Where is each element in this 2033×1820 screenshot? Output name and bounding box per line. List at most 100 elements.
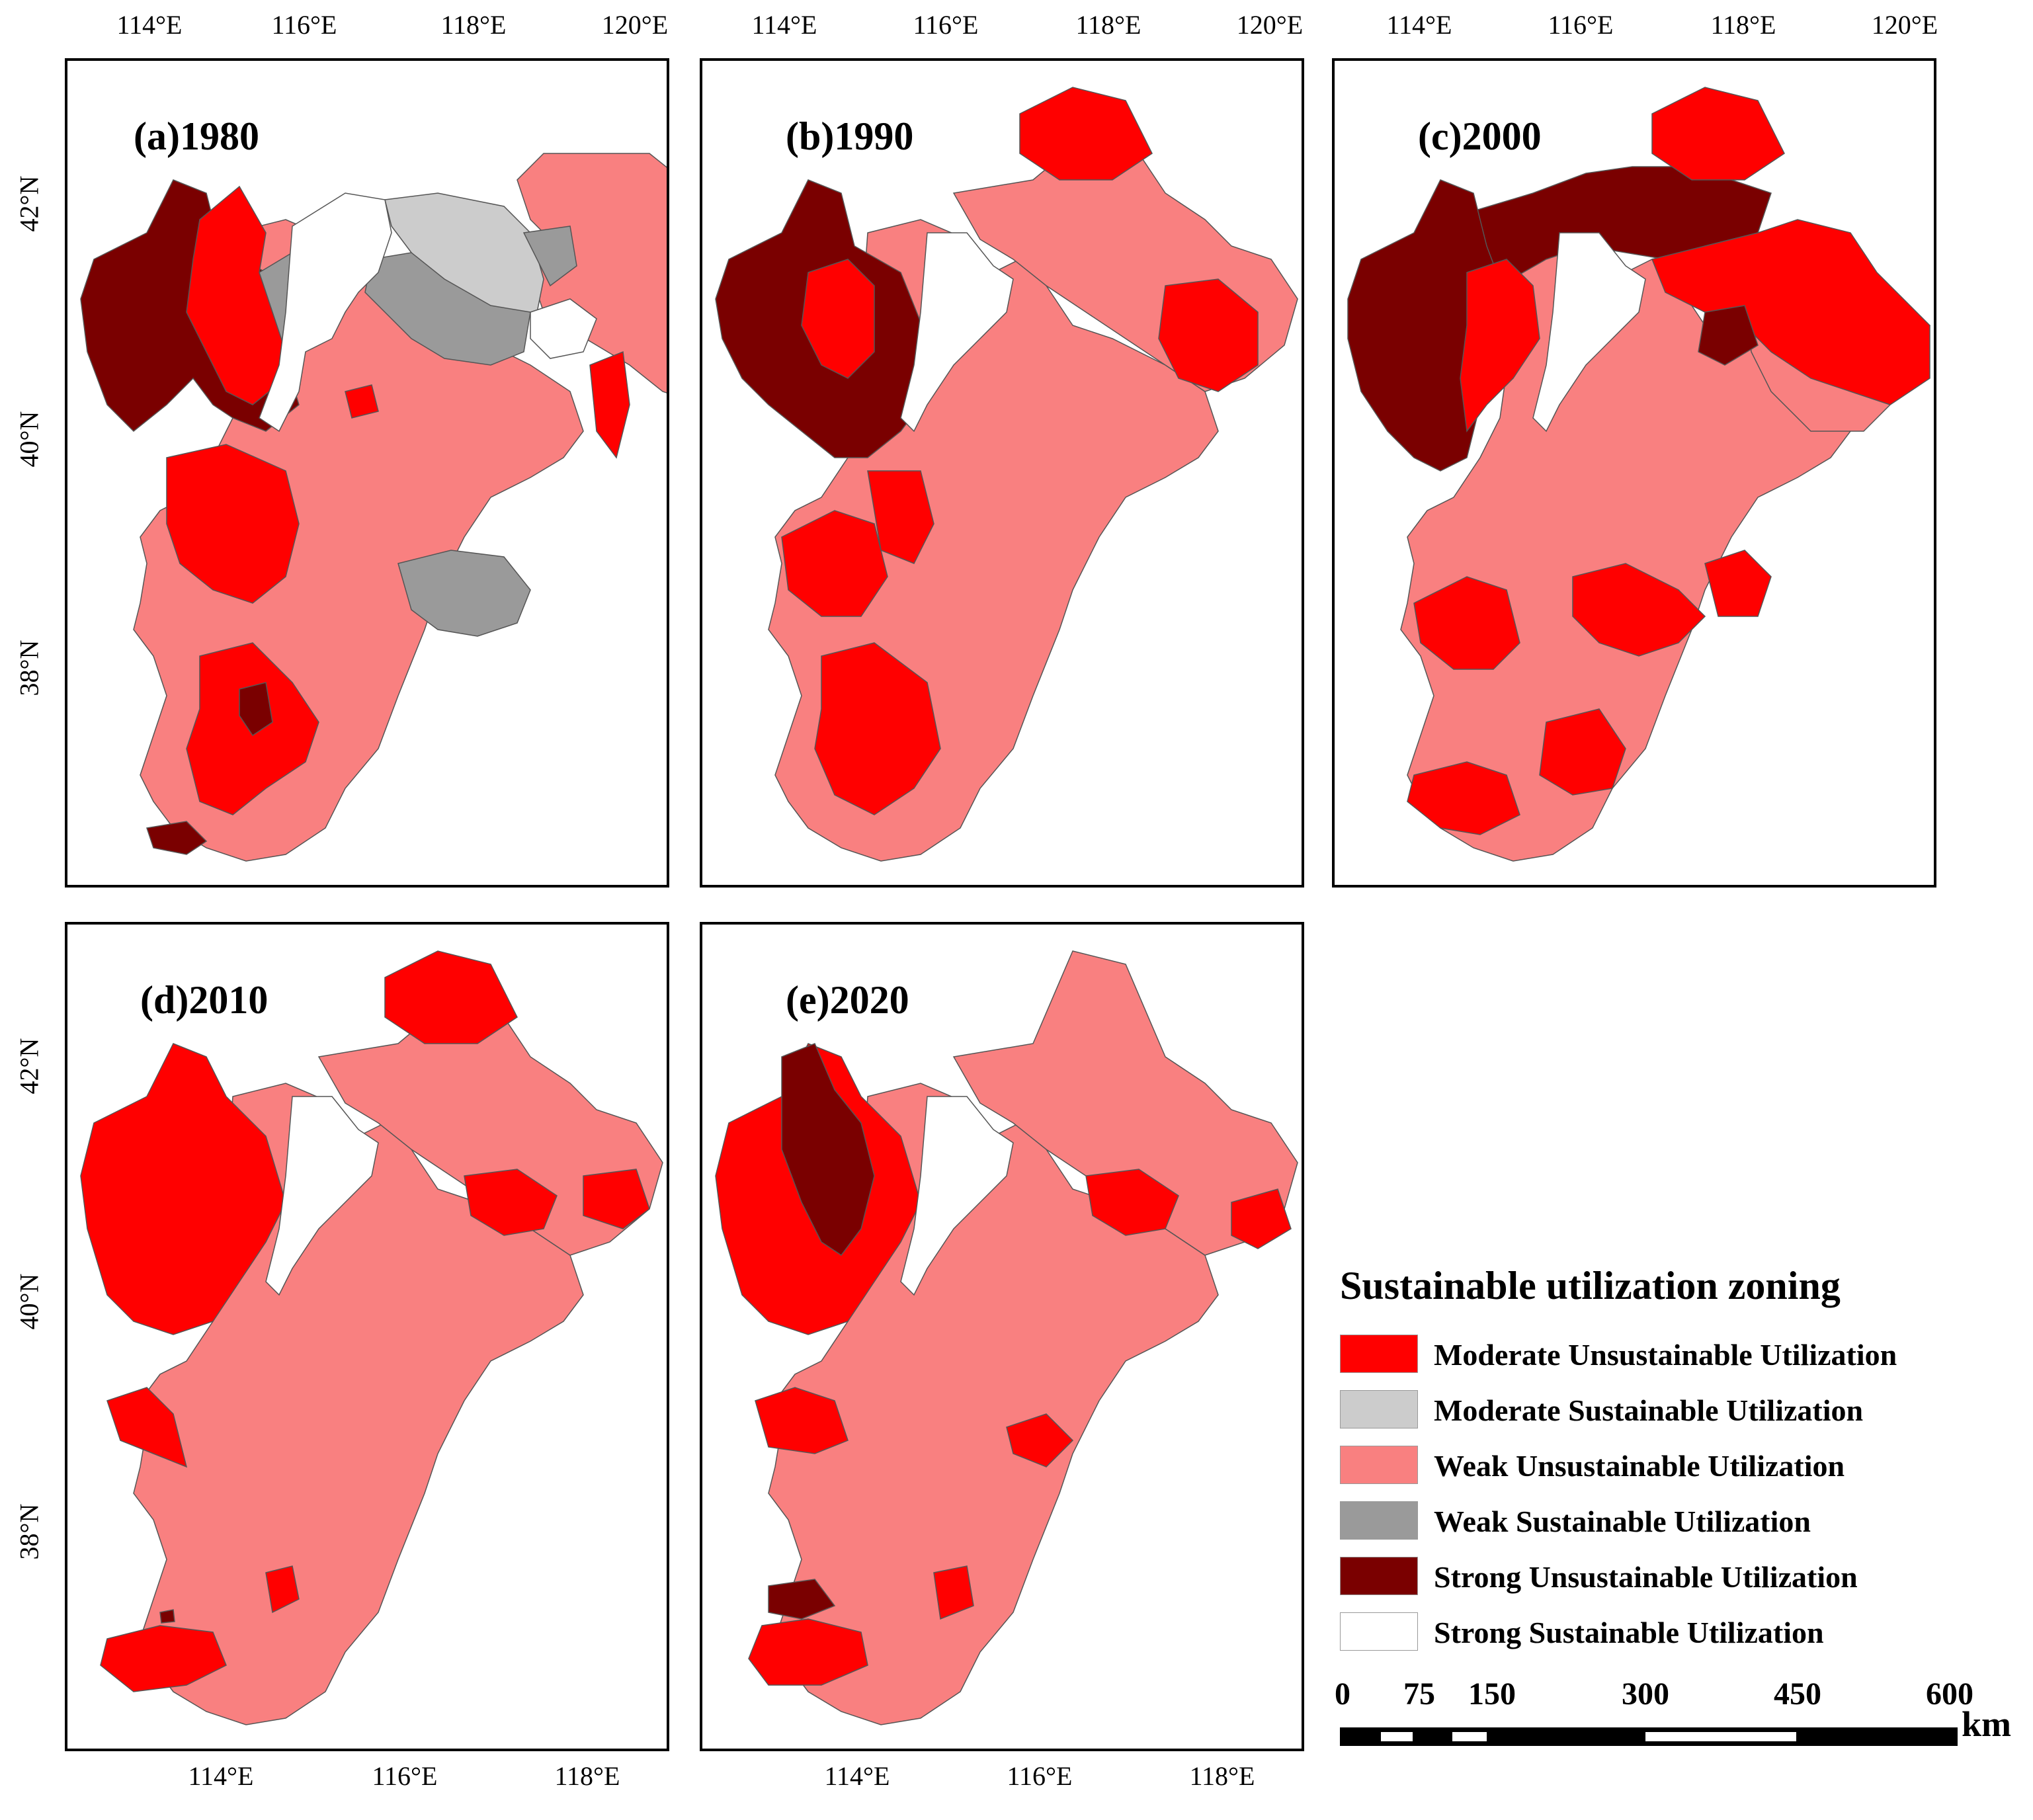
lon-tick-e-1: 116°E [1007, 1761, 1073, 1791]
region-strong-south-2 [146, 821, 208, 855]
panel-label-1990: (b)1990 [786, 114, 914, 158]
lon-tick-a-0: 114°E [116, 10, 183, 40]
region-mod-unsust-east [589, 351, 630, 459]
legend-label: Moderate Sustainable Utilization [1434, 1393, 1864, 1427]
lon-tick-a-1: 116°E [271, 10, 337, 40]
panel-label-2000: (c)2000 [1418, 114, 1542, 158]
map-panel-2020: (e)2020 [700, 922, 1304, 1751]
scale-label-75: 75 [1403, 1676, 1435, 1712]
region-mod-unsust-center [1572, 563, 1706, 657]
region-north-mod [384, 950, 518, 1044]
legend-swatch [1340, 1335, 1418, 1373]
scale-label-300: 300 [1622, 1676, 1669, 1712]
region-mod-unsust-4 [748, 1618, 868, 1686]
region-strong-south [159, 1609, 175, 1624]
lon-tick-b-2: 118°E [1075, 10, 1141, 40]
scale-label-450: 450 [1774, 1676, 1821, 1712]
lon-tick-d-1: 116°E [372, 1761, 438, 1791]
lon-tick-e-0: 114°E [824, 1761, 890, 1791]
legend-label: Moderate Unsustainable Utilization [1434, 1338, 1897, 1372]
region-east-mod-2 [1231, 1188, 1292, 1249]
region-northwest-mod [801, 259, 875, 379]
lon-tick-b-3: 120°E [1236, 10, 1304, 40]
lon-tick-c-1: 116°E [1548, 10, 1614, 40]
region-strong-sust [900, 232, 1014, 433]
lat-tick-a-1: 40°N [14, 411, 44, 468]
lat-tick-d-0: 42°N [14, 1038, 44, 1095]
region-mod-unsust-center [1006, 1413, 1074, 1468]
lon-tick-e-2: 118°E [1189, 1761, 1255, 1791]
map-1990 [715, 87, 1298, 862]
region-northwest-mod [80, 1043, 286, 1335]
scale-label-600: 600 [1926, 1676, 1973, 1712]
map-panel-1990: (b)1990 [700, 58, 1304, 888]
lon-tick-d-2: 118°E [554, 1761, 620, 1791]
panel-label-2020: (e)2020 [786, 978, 909, 1022]
region-mod-unsust-south [781, 510, 888, 617]
region-mod-unsust-center [814, 642, 941, 815]
legend-swatch [1340, 1390, 1418, 1428]
lat-tick-d-1: 40°N [14, 1273, 44, 1330]
legend-title: Sustainable utilization zoning [1340, 1264, 1841, 1307]
region-mod-unsust-2 [867, 470, 934, 564]
region-mod-unsust-south [106, 1387, 188, 1468]
region-strong-east [1698, 305, 1759, 366]
lat-tick-d-2: 38°N [14, 1503, 44, 1560]
region-east-mod [1085, 1169, 1179, 1236]
legend-label: Weak Sustainable Utilization [1434, 1505, 1811, 1538]
region-northwest [781, 1043, 875, 1257]
legend-swatch [1340, 1501, 1418, 1540]
region-mod-unsust-5 [1704, 550, 1772, 617]
region-mod-unsust-3 [1539, 708, 1626, 796]
region-strong-sust [900, 1096, 1014, 1296]
region-north-mod [1651, 87, 1785, 181]
lat-tick-a-0: 42°N [14, 175, 44, 232]
lon-tick-c-3: 120°E [1871, 10, 1938, 40]
scale-unit: km [1962, 1704, 2012, 1744]
region-tianjin-island [345, 384, 379, 419]
lon-tick-d-0: 114°E [188, 1761, 254, 1791]
region-east-mod [464, 1169, 558, 1236]
region-northwest-mod [1460, 259, 1540, 433]
region-mod-unsust-south [1413, 576, 1520, 670]
region-mod-unsust-4 [1407, 761, 1520, 835]
legend-swatch [1340, 1446, 1418, 1484]
region-east-mod [1158, 278, 1259, 392]
region-strong-south [768, 1579, 836, 1620]
region-strong-south [239, 682, 273, 737]
lon-tick-a-3: 120°E [601, 10, 669, 40]
legend-label: Strong Sustainable Utilization [1434, 1616, 1824, 1649]
legend-label: Strong Unsustainable Utilization [1434, 1560, 1858, 1594]
map-panel-1980: (a)1980 [65, 58, 669, 888]
lon-tick-c-0: 114°E [1386, 10, 1452, 40]
panel-label-2010: (d)2010 [140, 978, 269, 1022]
region-strong-sust-2 [530, 298, 597, 359]
scale-bar [1340, 1727, 1958, 1746]
legend-label: Weak Unsustainable Utilization [1434, 1449, 1845, 1483]
map-panel-2010: (d)2010 [65, 922, 669, 1751]
region-north-mod [1019, 87, 1153, 181]
region-east-mod-2 [583, 1169, 650, 1229]
lon-tick-b-1: 116°E [913, 10, 979, 40]
region-mod-unsust-south [755, 1387, 849, 1454]
legend-swatch [1340, 1557, 1418, 1595]
region-mod-unsust-4 [100, 1625, 227, 1692]
lon-tick-c-2: 118°E [1710, 10, 1776, 40]
region-strong-sust [259, 192, 392, 433]
lon-tick-b-0: 114°E [751, 10, 817, 40]
region-mod-unsust-5 [933, 1565, 974, 1620]
region-strong-sust [265, 1096, 379, 1296]
region-strong-sust [1532, 232, 1646, 433]
map-panel-2000: (c)2000 [1332, 58, 1936, 888]
region-weak-sust-2 [364, 252, 531, 366]
region-mod-unsust-south [166, 444, 300, 604]
region-weak-sust-4 [397, 550, 531, 637]
lat-tick-a-2: 38°N [14, 640, 44, 696]
region-weak-sust-3 [522, 226, 577, 287]
scale-label-150: 150 [1468, 1676, 1516, 1712]
map-2020 [715, 950, 1298, 1725]
map-1980 [80, 153, 667, 862]
lon-tick-a-2: 118°E [440, 10, 507, 40]
map-2010 [80, 950, 663, 1725]
scale-label-0: 0 [1335, 1676, 1350, 1712]
